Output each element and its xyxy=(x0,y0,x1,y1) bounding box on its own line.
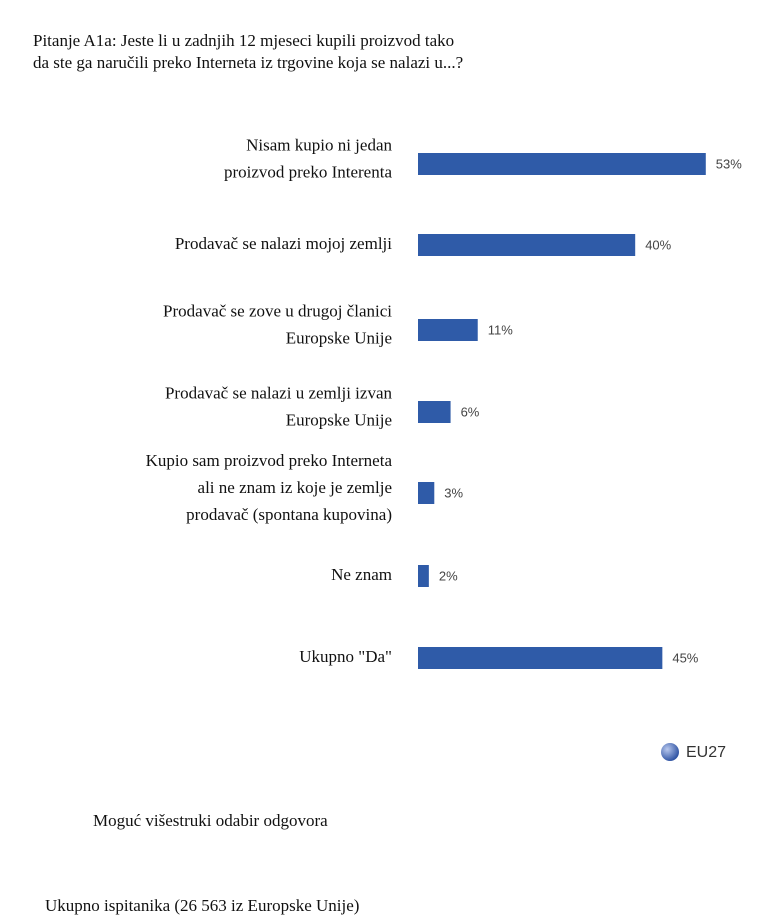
note: Ukupno ispitanika (26 563 iz Europske Un… xyxy=(45,896,359,915)
bar xyxy=(418,401,451,423)
data-label: 2% xyxy=(439,568,458,583)
category-label: Prodavač se nalazi mojoj zemlji xyxy=(175,234,392,253)
bar xyxy=(418,153,706,175)
data-label: 6% xyxy=(461,404,480,419)
legend-label: EU27 xyxy=(686,744,726,761)
bar xyxy=(418,565,429,587)
note: Moguć višestruki odabir odgovora xyxy=(93,811,328,830)
category-label: Prodavač se nalazi u zemlji izvan Europsk… xyxy=(165,383,393,429)
category-label: Nisam kupio ni jedan proizvod preko Inter… xyxy=(224,135,393,181)
data-label: 11% xyxy=(488,322,513,337)
category-label: Prodavač se zove u drugoj članici Europsk… xyxy=(163,301,392,347)
data-label: 53% xyxy=(716,156,742,171)
category-label: Ukupno "Da" xyxy=(299,647,392,666)
bar xyxy=(418,482,435,504)
chart-title: da ste ga naručili preko Interneta iz tr… xyxy=(33,53,463,72)
bar xyxy=(418,647,663,669)
bar xyxy=(418,234,636,256)
data-label: 45% xyxy=(672,650,698,665)
data-label: 40% xyxy=(645,237,671,252)
data-label: 3% xyxy=(444,485,463,500)
category-label: Kupio sam proizvod preko Interneta ali ne… xyxy=(146,451,393,524)
chart-title: Pitanje A1a: Jeste li u zadnjih 12 mjese… xyxy=(33,31,454,50)
legend-marker xyxy=(661,743,679,761)
category-label: Ne znam xyxy=(331,565,392,584)
bar xyxy=(418,319,478,341)
